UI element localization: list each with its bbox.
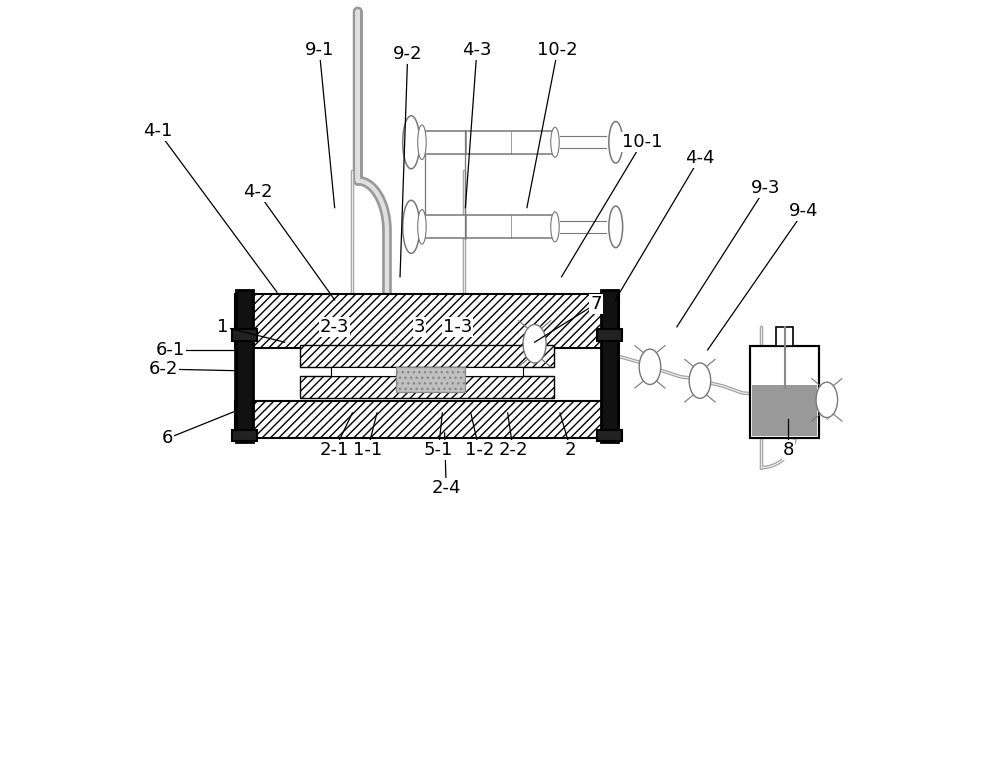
Text: 9-1: 9-1 <box>305 41 334 59</box>
Bar <box>235 348 619 401</box>
Bar <box>597 329 622 341</box>
Ellipse shape <box>551 127 559 157</box>
Text: 6: 6 <box>162 429 173 448</box>
Text: 7: 7 <box>590 295 602 313</box>
Bar <box>597 430 622 441</box>
Text: 4-2: 4-2 <box>243 183 273 201</box>
Bar <box>750 346 819 438</box>
Text: 6-1: 6-1 <box>156 341 185 359</box>
Text: 5-1: 5-1 <box>424 441 453 459</box>
Bar <box>300 345 554 367</box>
Bar <box>776 327 793 346</box>
Bar <box>750 346 819 438</box>
Ellipse shape <box>523 325 546 363</box>
Bar <box>235 401 619 438</box>
Bar <box>421 215 556 238</box>
Text: 9-3: 9-3 <box>751 179 780 198</box>
Text: 6-2: 6-2 <box>148 360 178 378</box>
Ellipse shape <box>551 211 559 241</box>
Bar <box>331 367 523 376</box>
Text: 4-3: 4-3 <box>462 41 492 59</box>
Bar <box>300 376 554 398</box>
Text: 2-2: 2-2 <box>498 441 528 459</box>
Bar <box>752 385 817 436</box>
Ellipse shape <box>609 206 623 248</box>
Bar <box>396 367 465 392</box>
Text: 10-1: 10-1 <box>622 133 663 151</box>
Text: 9-4: 9-4 <box>789 202 819 221</box>
Text: 4-4: 4-4 <box>685 148 715 167</box>
Bar <box>235 294 619 348</box>
Text: 1-2: 1-2 <box>465 441 494 459</box>
Ellipse shape <box>418 209 426 245</box>
Bar <box>232 430 257 441</box>
Text: 3: 3 <box>414 318 425 336</box>
Text: 2-3: 2-3 <box>320 318 349 336</box>
Text: 4-1: 4-1 <box>143 122 172 140</box>
Ellipse shape <box>609 122 623 163</box>
Text: 1-3: 1-3 <box>443 318 472 336</box>
Ellipse shape <box>403 115 420 168</box>
Ellipse shape <box>689 363 711 398</box>
Text: 1: 1 <box>217 318 229 336</box>
Text: 10-2: 10-2 <box>537 41 578 59</box>
Ellipse shape <box>418 125 426 160</box>
Text: 2-1: 2-1 <box>320 441 349 459</box>
Bar <box>421 131 556 154</box>
Text: 1-1: 1-1 <box>353 441 382 459</box>
Bar <box>601 290 618 442</box>
Text: 2-4: 2-4 <box>431 479 461 498</box>
Ellipse shape <box>816 382 838 418</box>
Text: 8: 8 <box>783 441 794 459</box>
Bar <box>232 329 257 341</box>
Text: 2: 2 <box>565 441 576 459</box>
Ellipse shape <box>639 349 661 384</box>
Text: 9-2: 9-2 <box>393 45 422 63</box>
Bar <box>236 290 253 442</box>
Ellipse shape <box>403 201 420 253</box>
